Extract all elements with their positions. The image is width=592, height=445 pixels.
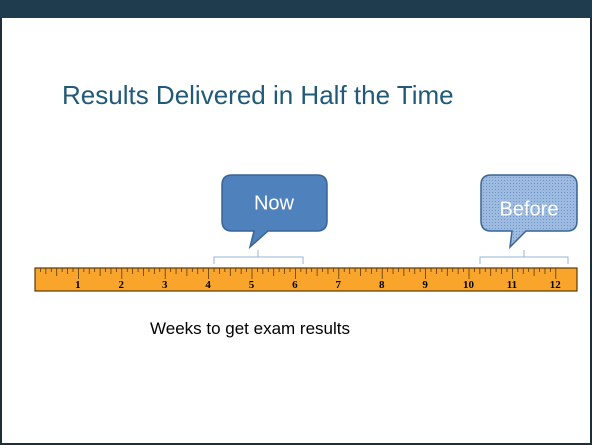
slide: Results Delivered in Half the Time Now B…	[0, 0, 592, 445]
ruler-label: 12	[550, 279, 562, 291]
ruler-label: 8	[379, 279, 385, 291]
ruler-label: 7	[336, 279, 342, 291]
top-bar	[0, 0, 592, 18]
ruler-label: 6	[292, 279, 298, 291]
ruler-label: 1	[75, 279, 81, 291]
caption: Weeks to get exam results	[150, 319, 350, 338]
callout-label: Before	[500, 198, 559, 220]
ruler-label: 5	[249, 279, 255, 291]
ruler-label: 4	[205, 279, 211, 291]
ruler-label: 10	[463, 279, 475, 291]
title: Results Delivered in Half the Time	[62, 80, 454, 110]
ruler-label: 11	[507, 279, 517, 291]
ruler-label: 2	[119, 279, 125, 291]
ruler-label: 9	[422, 279, 428, 291]
callout-label: Now	[254, 192, 295, 214]
ruler-label: 3	[162, 279, 168, 291]
